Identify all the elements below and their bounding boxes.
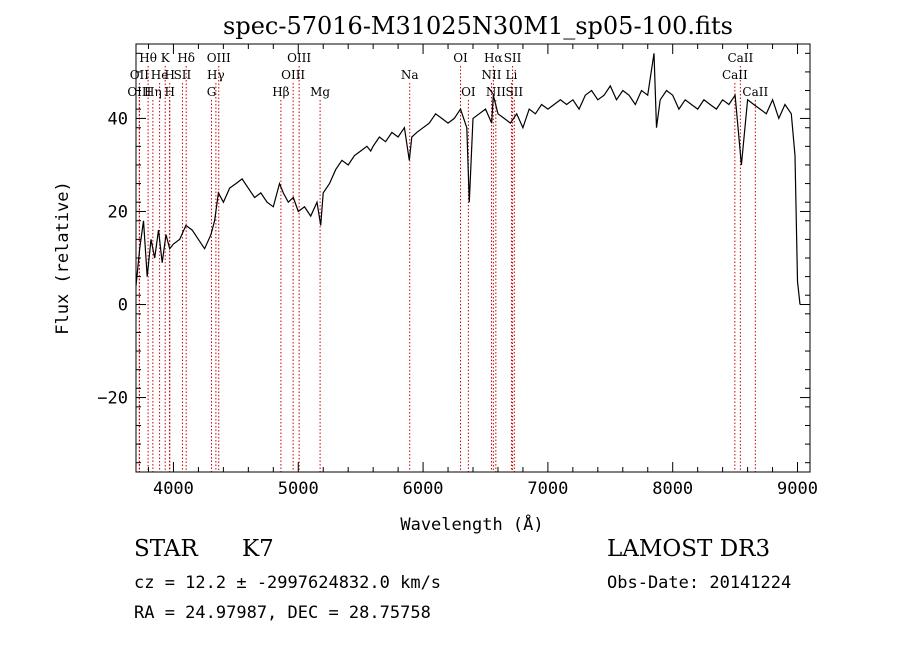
chart-title: spec-57016-M31025N30M1_sp05-100.fits	[223, 12, 733, 40]
line-label: SII	[174, 68, 192, 82]
line-label: G	[207, 85, 217, 99]
line-label: Hγ	[207, 68, 225, 82]
line-label: CaII	[722, 68, 748, 82]
line-label: Mg	[310, 85, 330, 99]
x-tick-label: 5000	[278, 479, 319, 499]
line-label: OIII	[207, 51, 231, 65]
line-label: SII	[504, 51, 522, 65]
line-label: H	[164, 68, 174, 82]
line-label: OIII	[127, 85, 151, 99]
object-subclass: K7	[242, 536, 274, 562]
line-label: NII	[481, 68, 501, 82]
line-label: Hη	[144, 85, 162, 99]
x-tick-label: 4000	[153, 479, 194, 499]
line-label: H	[164, 85, 174, 99]
x-tick-label: 8000	[652, 479, 693, 499]
object-class: STAR	[134, 536, 198, 562]
redshift-velocity: cz = 12.2 ± -2997624832.0 km/s	[134, 573, 442, 593]
line-label: Hβ	[272, 85, 289, 99]
survey-name: LAMOST DR3	[607, 536, 771, 562]
line-label: CaII	[742, 85, 768, 99]
x-axis-label: Wavelength (Å)	[400, 513, 543, 535]
line-label: He	[151, 68, 169, 82]
line-label: Li	[506, 68, 518, 82]
line-label: K	[161, 51, 171, 65]
y-axis-ticks: −20 0 20 40	[97, 52, 810, 464]
line-label: OI	[461, 85, 476, 99]
line-label: SII	[505, 85, 523, 99]
line-label: Na	[401, 68, 419, 82]
spectrum-line	[135, 53, 801, 305]
line-label: OI	[453, 51, 468, 65]
line-label: Hθ	[139, 51, 157, 65]
ra-dec-coordinates: RA = 24.97987, DEC = 28.75758	[134, 603, 431, 623]
line-label: Hδ	[177, 51, 195, 65]
line-label: CaII	[727, 51, 753, 65]
y-axis-label: Flux (relative)	[53, 181, 73, 335]
line-label: NII	[486, 85, 506, 99]
y-tick-label: 20	[108, 202, 128, 222]
observation-date: Obs-Date: 20141224	[607, 573, 792, 593]
plot-frame	[135, 43, 811, 473]
line-label: OIII	[281, 68, 305, 82]
x-tick-label: 9000	[777, 479, 818, 499]
spectral-line-markers	[138, 66, 756, 472]
line-label: OII	[130, 68, 150, 82]
line-label: Hα	[484, 51, 503, 65]
y-tick-label: 40	[108, 109, 128, 129]
line-label: OIII	[287, 51, 311, 65]
x-tick-label: 6000	[403, 479, 444, 499]
x-axis-ticks: 4000 5000 6000 7000 8000 9000	[147, 44, 818, 499]
y-tick-label: 0	[118, 296, 128, 316]
x-tick-label: 7000	[527, 479, 568, 499]
y-tick-label: −20	[97, 389, 128, 409]
